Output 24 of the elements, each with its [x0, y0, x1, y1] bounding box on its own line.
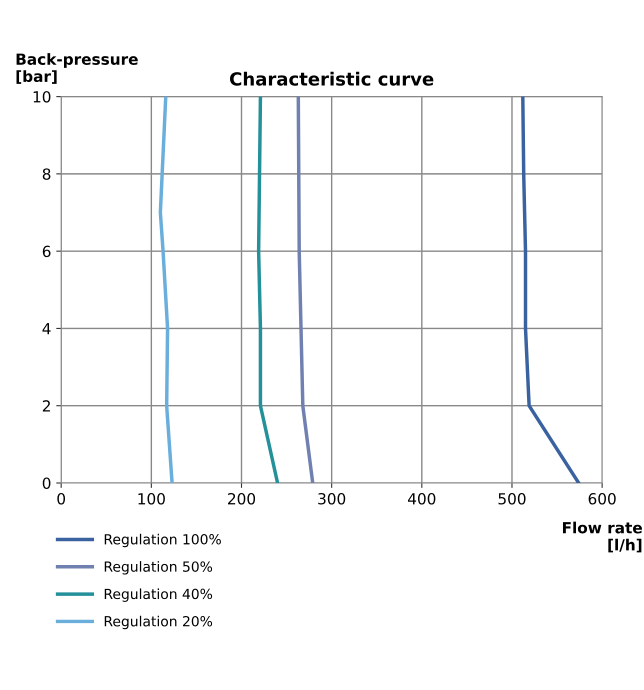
x-tick-label: 400 — [408, 492, 436, 505]
line-series — [521, 96, 580, 483]
y-tick-label: 8 — [42, 168, 50, 180]
x-axis-title: Flow rate [l/h] — [562, 522, 642, 552]
x-tick-label: 100 — [138, 492, 165, 505]
x-tick-label: 0 — [57, 492, 66, 505]
x-tick-label: 200 — [228, 492, 256, 505]
line-series — [296, 96, 314, 483]
x-tick-label: 600 — [588, 492, 616, 505]
y-tick-label: 4 — [42, 323, 51, 334]
line-series — [158, 96, 174, 483]
y-axis-title: Back-pressure [bar] — [16, 53, 138, 84]
x-tick-label: 300 — [318, 492, 346, 505]
y-tick-label: 10 — [34, 91, 50, 103]
legend-label: Regulation 100% — [104, 534, 221, 548]
y-tick-label: 6 — [42, 246, 50, 258]
legend-label: Regulation 20% — [104, 616, 212, 630]
chart-title: Characteristic curve — [230, 72, 434, 86]
legend-label: Regulation 50% — [104, 561, 212, 575]
line-series — [256, 96, 280, 483]
y-tick-label: 0 — [42, 477, 50, 490]
legend-label: Regulation 40% — [104, 588, 212, 602]
x-tick-label: 500 — [498, 492, 526, 505]
y-tick-label: 2 — [42, 400, 50, 412]
